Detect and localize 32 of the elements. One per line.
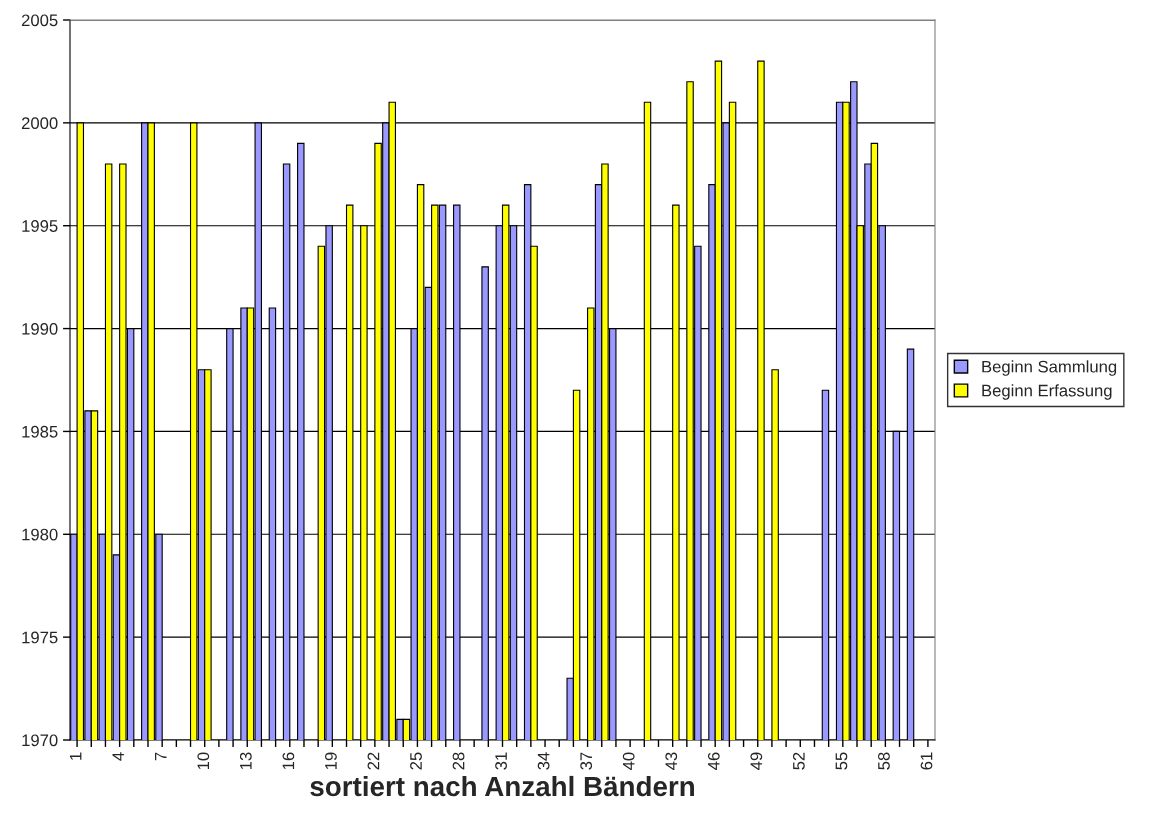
y-tick-label: 1995 <box>22 220 58 232</box>
y-tick-label: 2000 <box>21 117 58 130</box>
x-axis-title: sortiert nach Anzahl Bändern <box>310 775 694 797</box>
y-tick-label: 2005 <box>21 14 58 27</box>
x-tick-label: 55 <box>835 752 848 770</box>
y-tick-label: 1980 <box>22 528 58 541</box>
x-tick-label: 16 <box>282 752 295 770</box>
x-tick-label: 40 <box>622 752 635 770</box>
x-tick-label: 28 <box>452 752 465 770</box>
y-tick-label: 1990 <box>22 322 58 335</box>
x-tick-label: 46 <box>707 752 720 770</box>
x-tick-label: 52 <box>792 752 805 770</box>
x-tick-label: 25 <box>410 752 422 770</box>
x-tick-label: 43 <box>665 752 678 770</box>
x-tick-label: 19 <box>325 752 337 770</box>
x-tick-label: 22 <box>367 752 380 770</box>
x-tick-label: 4 <box>112 752 124 761</box>
x-tick-label: 31 <box>495 752 507 770</box>
x-tick-label: 49 <box>750 752 763 770</box>
x-tick-label: 7 <box>155 752 167 761</box>
x-tick-label: 1 <box>69 752 82 760</box>
x-tick-label: 10 <box>197 752 210 770</box>
x-tick-label: 13 <box>239 752 252 770</box>
x-tick-label: 58 <box>878 752 890 770</box>
y-tick-label: 1970 <box>22 734 58 747</box>
x-tick-label: 61 <box>920 752 933 770</box>
y-tick-label: 1985 <box>22 425 58 438</box>
x-tick-label: 37 <box>580 752 593 770</box>
y-tick-label: 1975 <box>22 631 58 644</box>
legend-label: Beginn Sammlung <box>982 360 1117 376</box>
x-tick-label: 34 <box>537 752 550 770</box>
legend-label: Beginn Erfassung <box>982 384 1112 400</box>
